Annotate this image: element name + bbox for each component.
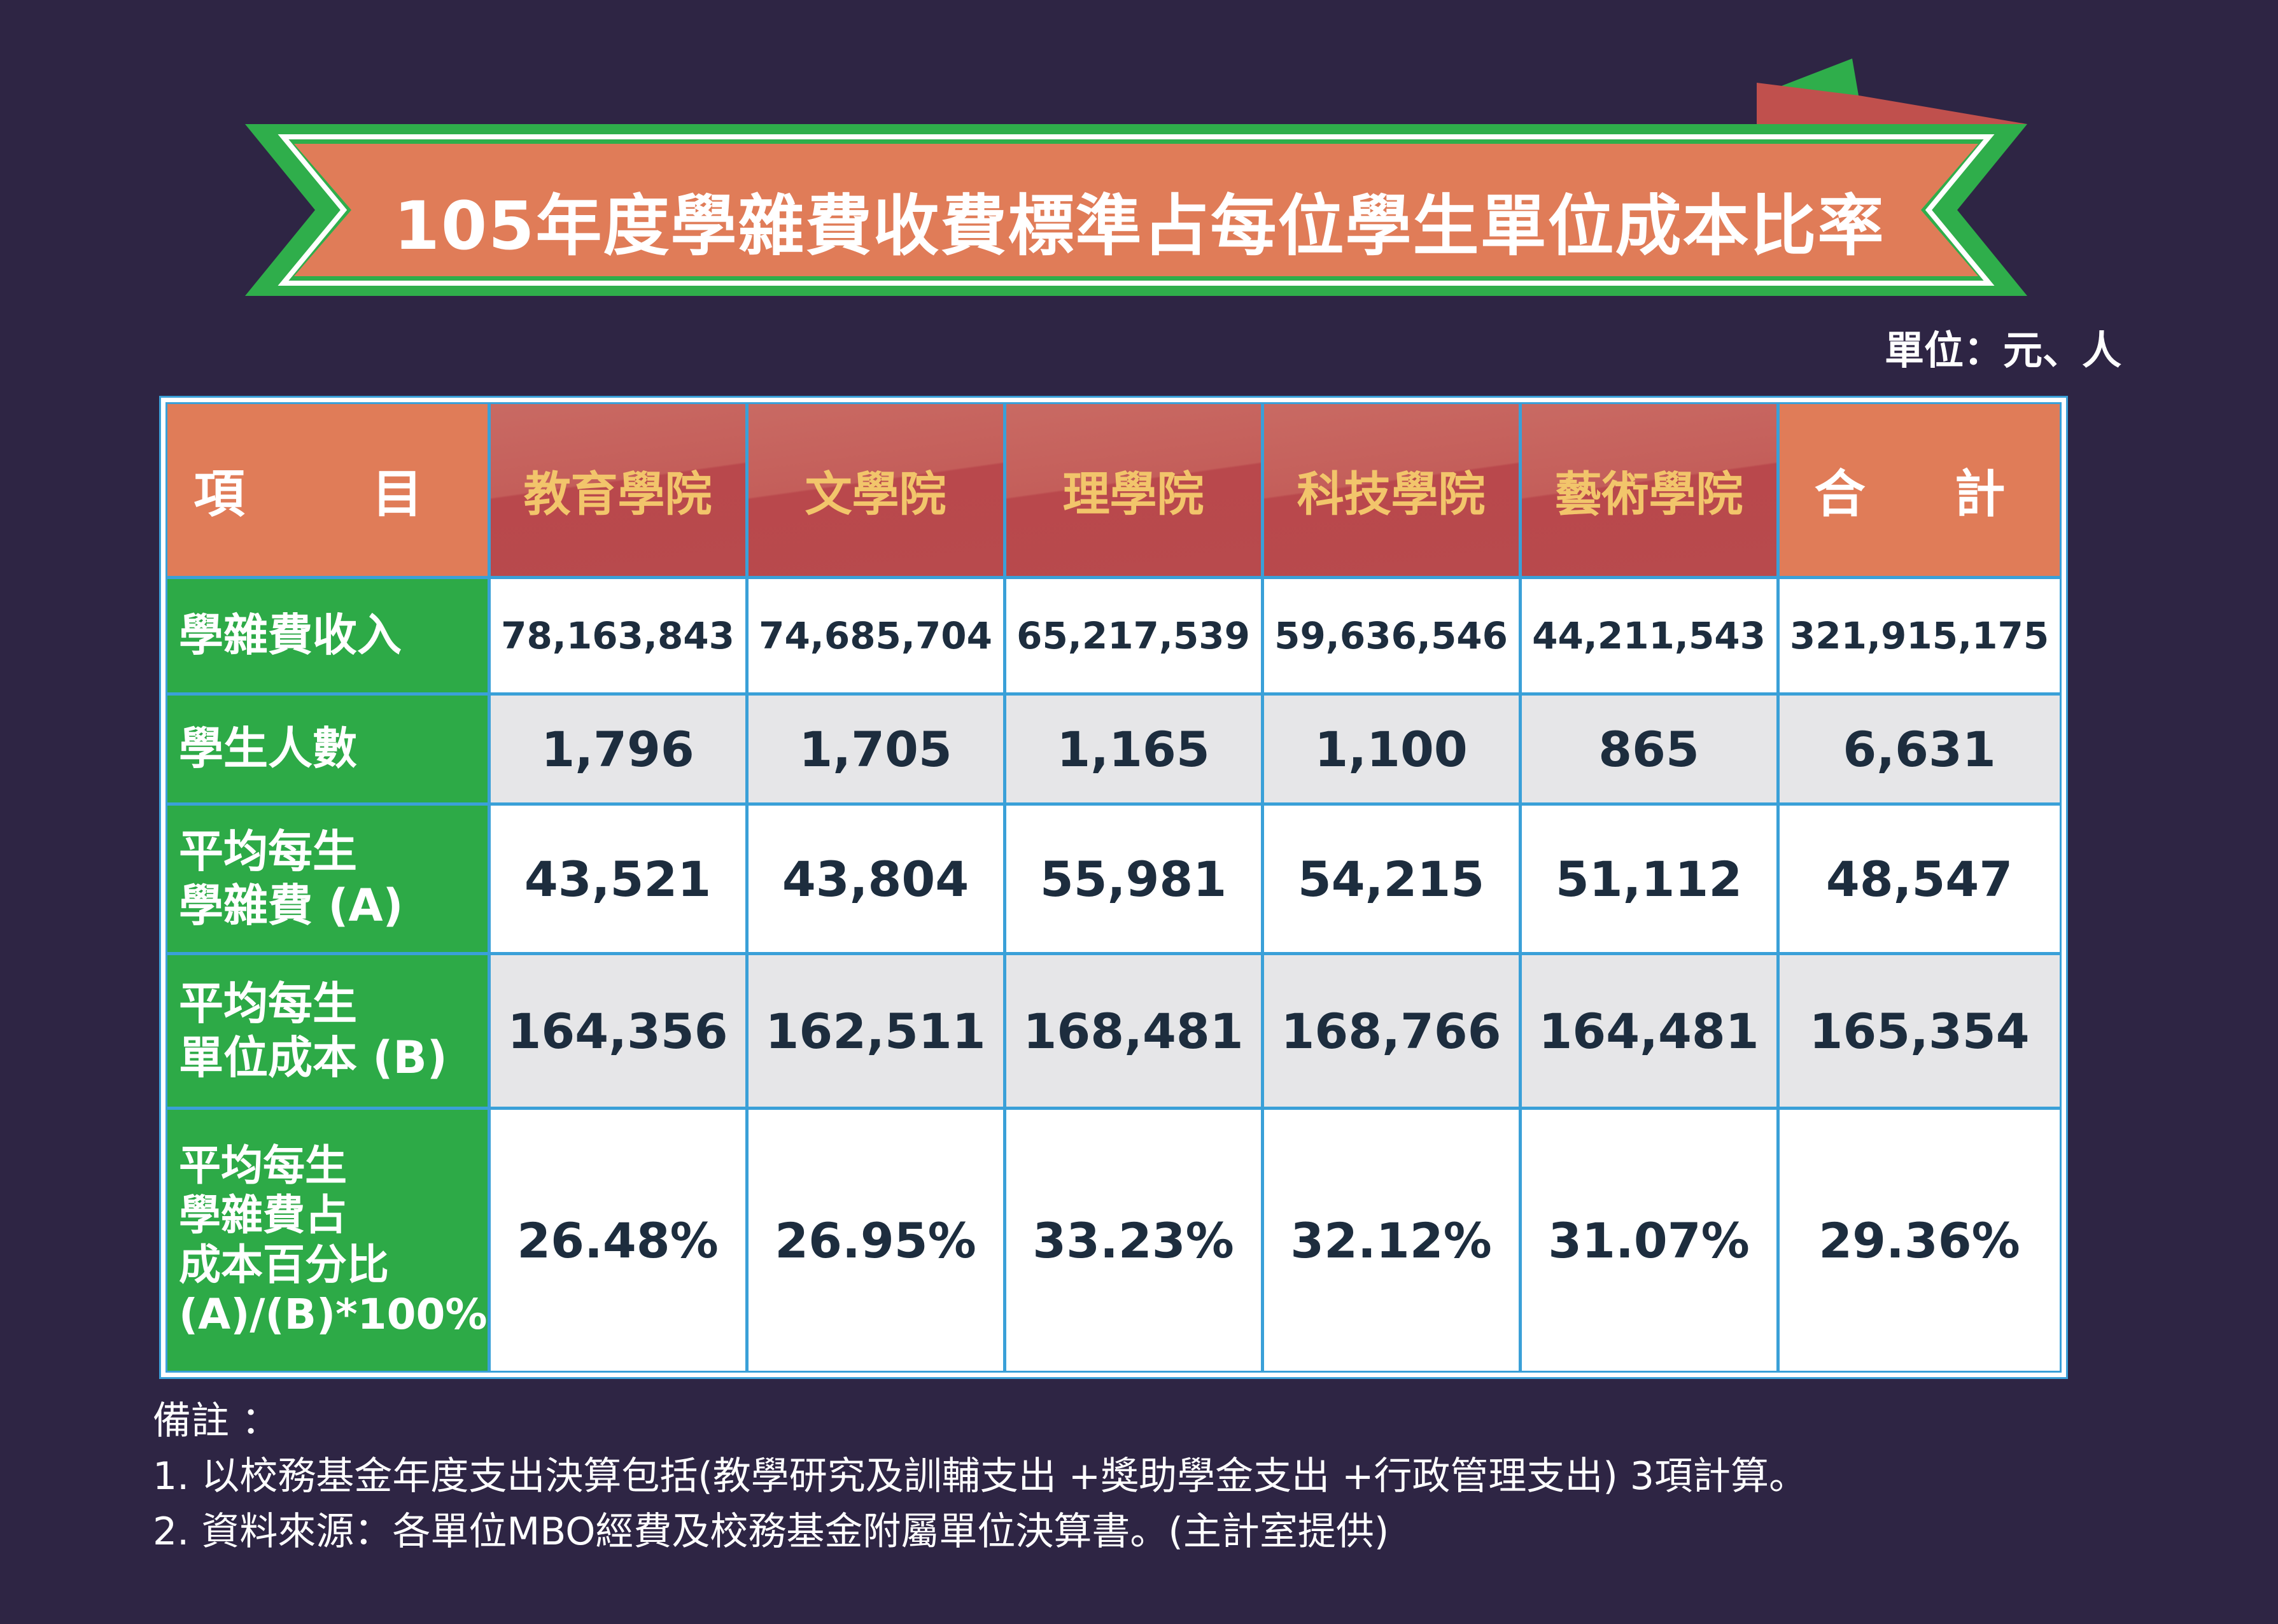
notes-line-1: 1. 以校務基金年度支出決算包括(教學研究及訓輔支出 +獎助學金支出 +行政管理… [153, 1454, 1808, 1499]
table-row: 平均每生 單位成本 (B) 164,356 162,511 168,481 168,76… [165, 953, 2062, 1109]
table-cell: 321,915,175 [1777, 577, 2062, 694]
page-title: 105年度學雜費收費標準占每位學生單位成本比率 [393, 186, 1885, 265]
table-row: 學雜費收入 78,163,843 74,685,704 65,217,539 59,63… [165, 577, 2062, 694]
header-total: 合 計 [1777, 402, 2062, 578]
table-cell: 65,217,539 [1004, 577, 1263, 694]
table-cell: 865 [1519, 694, 1778, 804]
header-college-arts: 藝術學院 [1519, 402, 1778, 578]
table-cell: 26.95% [746, 1108, 1005, 1373]
ribbon-tail-red [1757, 83, 2027, 124]
table-cell: 55,981 [1004, 804, 1263, 954]
notes-line-2: 2. 資料來源：各單位MBO經費及校務基金附屬單位決算書。(主計室提供) [153, 1509, 1389, 1554]
table-row: 學生人數 1,796 1,705 1,165 1,100 865 6,631 [165, 694, 2062, 804]
row-label: 平均每生 學雜費占 成本百分比 (A)/(B)*100% [165, 1108, 489, 1373]
table-cell: 164,481 [1519, 953, 1778, 1109]
table-cell: 165,354 [1777, 953, 2062, 1109]
header-college-education: 教育學院 [488, 402, 747, 578]
table-cell: 54,215 [1262, 804, 1521, 954]
banner-fill [294, 144, 1978, 276]
table-cell: 74,685,704 [746, 577, 1005, 694]
table-cell: 6,631 [1777, 694, 2062, 804]
header-item: 項 目 [165, 402, 489, 578]
table-cell: 162,511 [746, 953, 1005, 1109]
table-cell: 26.48% [488, 1108, 747, 1373]
data-table: 項 目 教育學院 文學院 理學院 科技學院 藝術學院 合 計 學雜費收入 78,1… [159, 396, 2068, 1379]
table-row: 平均每生 學雜費 (A) 43,521 43,804 55,981 54,215 51,1… [165, 804, 2062, 954]
table-cell: 1,100 [1262, 694, 1521, 804]
row-label: 學生人數 [165, 694, 489, 804]
table-cell: 51,112 [1519, 804, 1778, 954]
notes-heading: 備註 ： [153, 1399, 280, 1443]
table-row: 平均每生 學雜費占 成本百分比 (A)/(B)*100% 26.48% 26.95%… [165, 1108, 2062, 1373]
table-cell: 48,547 [1777, 804, 2062, 954]
table-cell: 44,211,543 [1519, 577, 1778, 694]
table-cell: 78,163,843 [488, 577, 747, 694]
header-college-technology: 科技學院 [1262, 402, 1521, 578]
row-label: 平均每生 學雜費 (A) [165, 804, 489, 954]
header-college-liberal-arts: 文學院 [746, 402, 1005, 578]
table-cell: 59,636,546 [1262, 577, 1521, 694]
table-cell: 31.07% [1519, 1108, 1778, 1373]
table: 項 目 教育學院 文學院 理學院 科技學院 藝術學院 合 計 學雜費收入 78,1… [164, 401, 2063, 1374]
table-cell: 168,481 [1004, 953, 1263, 1109]
header-college-science: 理學院 [1004, 402, 1263, 578]
table-cell: 164,356 [488, 953, 747, 1109]
table-cell: 1,796 [488, 694, 747, 804]
table-cell: 29.36% [1777, 1108, 2062, 1373]
table-cell: 43,521 [488, 804, 747, 954]
table-cell: 43,804 [746, 804, 1005, 954]
notes: 備註 ： 1. 以校務基金年度支出決算包括(教學研究及訓輔支出 +獎助學金支出 … [153, 1394, 1807, 1560]
unit-label: 單位：元、人 [1884, 327, 2121, 374]
table-cell: 33.23% [1004, 1108, 1263, 1373]
table-cell: 168,766 [1262, 953, 1521, 1109]
title-banner [245, 59, 2027, 296]
banner-inner-line [278, 134, 1995, 286]
table-cell: 32.12% [1262, 1108, 1521, 1373]
row-label: 平均每生 單位成本 (B) [165, 953, 489, 1109]
table-cell: 1,705 [746, 694, 1005, 804]
header-row: 項 目 教育學院 文學院 理學院 科技學院 藝術學院 合 計 [165, 402, 2062, 578]
row-label: 學雜費收入 [165, 577, 489, 694]
table-cell: 1,165 [1004, 694, 1263, 804]
